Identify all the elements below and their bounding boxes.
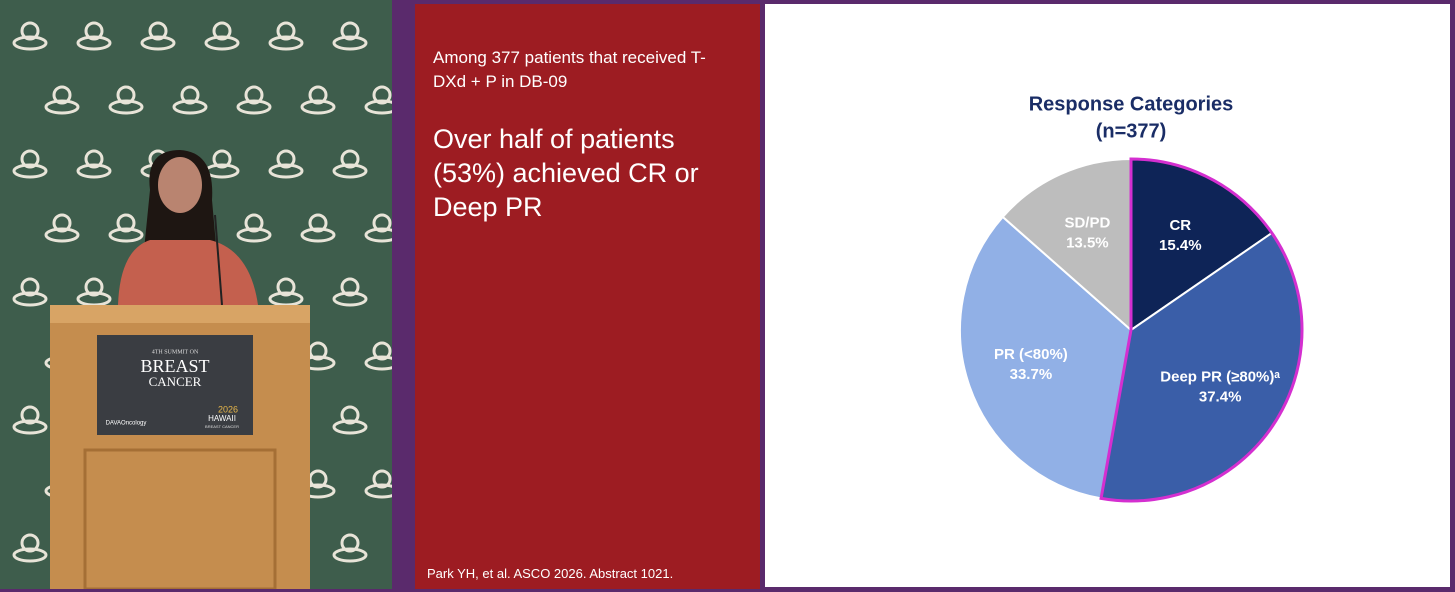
chart-subtitle: (n=377) <box>1096 120 1167 142</box>
chart: Response Categories (n=377) CR 15.4% Deep … <box>959 93 1304 503</box>
logo <box>372 469 392 489</box>
logo <box>276 21 296 41</box>
logo <box>308 213 328 233</box>
logo <box>332 419 368 435</box>
intro-text: Among 377 patients that received T-DXd +… <box>433 48 706 91</box>
slice-label: SD/PD <box>1064 214 1110 231</box>
chart-title: Response Categories <box>1029 93 1234 115</box>
headline: Over half of patients (53%) achieved CR … <box>433 124 699 222</box>
logo <box>340 21 360 41</box>
logo <box>364 99 392 115</box>
logo <box>340 277 360 297</box>
logo <box>300 99 336 115</box>
sign-text: CANCER <box>149 374 202 389</box>
logo <box>364 355 392 371</box>
logo <box>276 149 296 169</box>
logo <box>20 405 40 425</box>
logo <box>20 277 40 297</box>
logo <box>364 483 392 499</box>
logo <box>340 149 360 169</box>
logo <box>276 277 296 297</box>
logo <box>12 547 48 563</box>
logo <box>116 85 136 105</box>
logo <box>332 163 368 179</box>
pie-slice <box>1001 157 1132 333</box>
highlight-outline <box>1099 157 1304 503</box>
logo <box>332 547 368 563</box>
logo <box>116 213 136 233</box>
podium-top <box>50 305 310 323</box>
logo <box>268 35 304 51</box>
logo <box>108 227 144 243</box>
logo <box>76 35 112 51</box>
logo <box>20 21 40 41</box>
slice-label: Deep PR (≥80%)ᵃ <box>1160 368 1280 385</box>
logo <box>12 419 48 435</box>
logo <box>236 99 272 115</box>
face <box>158 157 202 213</box>
logo <box>244 213 264 233</box>
citation: Park YH, et al. ASCO 2026. Abstract 1021… <box>427 566 674 581</box>
logo <box>20 149 40 169</box>
slice-label: CR <box>1169 217 1191 234</box>
logo <box>340 533 360 553</box>
logo <box>108 99 144 115</box>
logo <box>268 163 304 179</box>
sign-text: DAVAOncology <box>106 421 147 427</box>
slice-value: 37.4% <box>1199 388 1242 405</box>
slice-value: 13.5% <box>1066 234 1109 251</box>
sign-text: BREAST <box>140 356 209 376</box>
logo <box>172 99 208 115</box>
logo <box>332 35 368 51</box>
logo <box>204 35 240 51</box>
logo <box>340 405 360 425</box>
logo <box>180 85 200 105</box>
pie-slice <box>959 215 1133 500</box>
slice-value: 33.7% <box>1010 366 1053 383</box>
logo <box>148 21 168 41</box>
logo <box>372 85 392 105</box>
logo <box>20 533 40 553</box>
logo <box>372 213 392 233</box>
sign-text: 4TH SUMMIT ON <box>152 349 199 355</box>
logo <box>300 227 336 243</box>
podium-sign <box>97 335 253 435</box>
chart-panel: Response Categories (n=377) CR 15.4% Deep … <box>765 4 1450 587</box>
logo <box>12 291 48 307</box>
microphone <box>214 214 223 306</box>
logo <box>308 85 328 105</box>
podium-panel <box>83 448 277 589</box>
blazer <box>118 240 258 305</box>
sign-text: HAWAII <box>208 414 236 423</box>
logo <box>244 85 264 105</box>
logo <box>332 291 368 307</box>
logo <box>372 341 392 361</box>
logo <box>140 35 176 51</box>
slice-label: PR (<80%) <box>994 346 1068 363</box>
sign-text: 2026 <box>218 404 238 414</box>
logo <box>364 227 392 243</box>
sign-text: BREAST CANCER <box>205 424 239 429</box>
logo <box>12 35 48 51</box>
slide-text-panel: Among 377 patients that received T-DXd +… <box>415 4 760 589</box>
logo <box>76 163 112 179</box>
slice-value: 15.4% <box>1159 237 1202 254</box>
logo <box>84 149 104 169</box>
logo <box>84 277 104 297</box>
logo <box>212 21 232 41</box>
logo <box>212 149 232 169</box>
logo <box>52 213 72 233</box>
logo <box>52 85 72 105</box>
logo <box>236 227 272 243</box>
logo <box>44 99 80 115</box>
logo <box>12 163 48 179</box>
presenter-video: 4TH SUMMIT ON BREAST CANCER DAVAOncology… <box>0 0 392 589</box>
logo <box>84 21 104 41</box>
logo <box>44 227 80 243</box>
